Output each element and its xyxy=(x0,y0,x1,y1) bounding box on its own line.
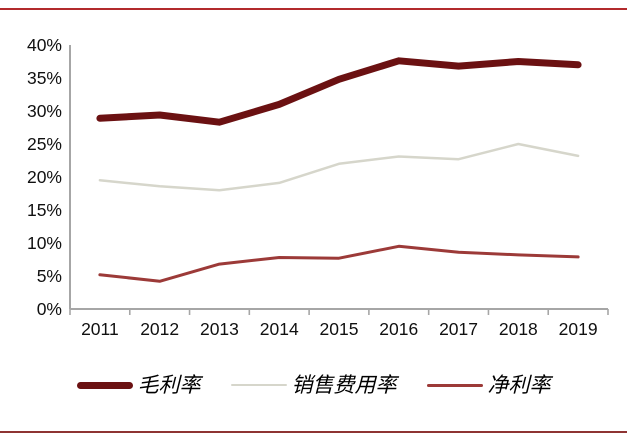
legend: 毛利率 销售费用率 净利率 xyxy=(0,368,627,402)
x-axis-tick-label: 2015 xyxy=(320,319,359,339)
x-axis-tick-label: 2016 xyxy=(379,319,418,339)
y-axis-tick-label: 0% xyxy=(37,299,62,319)
sales-expense-ratio-line xyxy=(98,142,580,192)
gross-margin-line-swatch xyxy=(76,381,133,389)
x-axis-tick-label: 2018 xyxy=(499,319,538,339)
net-margin-line xyxy=(98,244,580,283)
bottom-border-line xyxy=(0,431,627,433)
y-axis-tick-label: 5% xyxy=(37,266,62,286)
line-chart: 0% 5% 10% 15% 20% 25% 30% 35% 40% 2011 2012 2013 201… xyxy=(27,35,609,339)
gross-margin-line xyxy=(96,57,582,126)
sales-expense-ratio-line-swatch xyxy=(230,383,287,387)
top-border-line xyxy=(0,8,627,10)
y-axis-tick-label: 30% xyxy=(27,101,62,121)
net-margin-line-swatch xyxy=(426,383,483,387)
legend-label-sales-expense-ratio: 销售费用率 xyxy=(291,372,397,397)
x-axis-tick-label: 2013 xyxy=(200,319,239,339)
legend-item-sales-expense-ratio: 销售费用率 xyxy=(230,372,397,397)
x-axis-tick-label: 2017 xyxy=(439,319,478,339)
y-axis-tick-label: 25% xyxy=(27,134,62,154)
x-axis-tick-label: 2019 xyxy=(559,319,598,339)
y-axis-tick-label: 35% xyxy=(27,68,62,88)
x-axis-tick-label: 2014 xyxy=(260,319,299,339)
line-chart-canvas: 0% 5% 10% 15% 20% 25% 30% 35% 40% 2011 2012 2013 201… xyxy=(27,35,609,339)
legend-item-gross-margin: 毛利率 xyxy=(76,372,201,397)
legend-label-gross-margin: 毛利率 xyxy=(137,372,201,397)
x-axis-tick-label: 2011 xyxy=(81,319,119,339)
y-axis-tick-label: 20% xyxy=(27,167,62,187)
legend-label-net-margin: 净利率 xyxy=(487,372,551,397)
y-axis-tick-label: 10% xyxy=(27,233,62,253)
y-axis-tick-label: 40% xyxy=(27,35,62,55)
legend-item-net-margin: 净利率 xyxy=(426,372,551,397)
x-axis-tick-label: 2012 xyxy=(140,319,179,339)
y-axis-tick-label: 15% xyxy=(27,200,62,220)
